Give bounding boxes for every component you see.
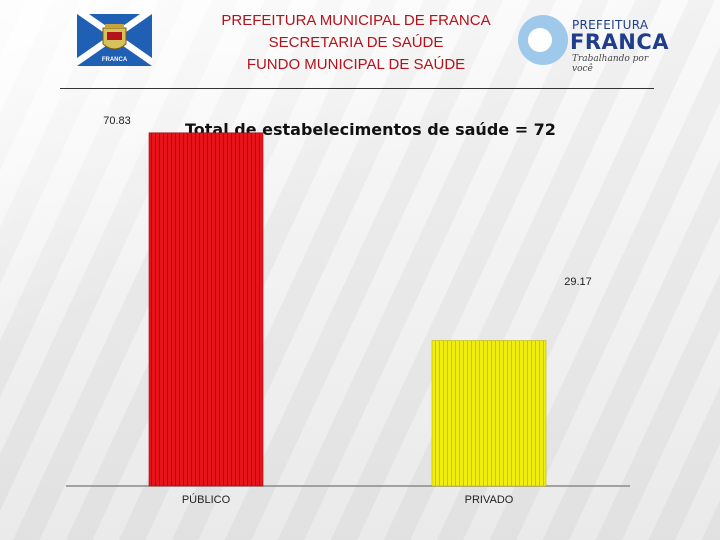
- logo-text-prefeitura: PREFEITURA: [572, 18, 649, 32]
- bar-publico: [148, 132, 264, 487]
- page-header: PREFEITURA MUNICIPAL DE FRANCA SECRETARI…: [200, 10, 512, 76]
- header-divider: [60, 88, 654, 89]
- prefeitura-franca-logo: PREFEITURA FRANCA Trabalhando por você: [516, 12, 669, 74]
- header-line-2: SECRETARIA DE SAÚDE: [268, 34, 444, 51]
- franca-swirl-icon: [518, 15, 568, 65]
- crest-label: FRANCA: [102, 57, 128, 63]
- category-label-publico: PÚBLICO: [182, 493, 231, 506]
- franca-crest-logo: FRANCA: [77, 14, 152, 66]
- data-label-publico: 70.83: [103, 115, 131, 127]
- header-line-1: PREFEITURA MUNICIPAL DE FRANCA: [221, 12, 491, 29]
- header-line-3: FUNDO MUNICIPAL DE SAÚDE: [246, 56, 466, 73]
- logo-tagline: Trabalhando por você: [572, 54, 649, 74]
- data-label-privado: 29.17: [564, 276, 592, 288]
- chart-title: Total de estabelecimentos de saúde = 72: [185, 120, 556, 139]
- logo-text-franca: FRANCA: [570, 30, 670, 54]
- category-label-privado: PRIVADO: [465, 494, 514, 506]
- bar-privado: [431, 340, 547, 487]
